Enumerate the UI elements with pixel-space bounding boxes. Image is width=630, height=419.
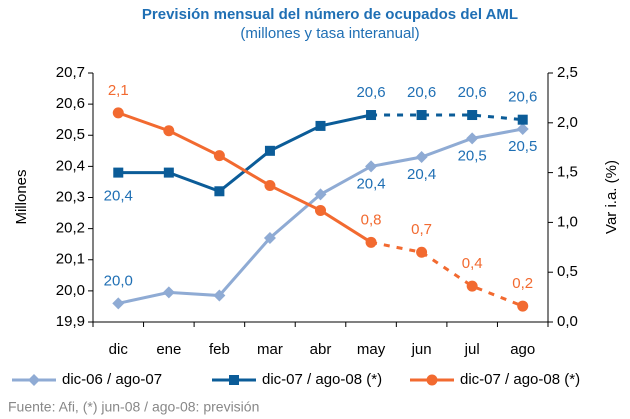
data-point xyxy=(163,125,175,137)
x-tick-label: jul xyxy=(464,341,480,358)
x-tick-label: mar xyxy=(257,341,283,358)
y2-tick-label: 0,5 xyxy=(557,263,578,280)
data-point xyxy=(415,151,428,164)
data-point xyxy=(416,110,427,121)
legend-label: dic-07 / ago-08 (*) xyxy=(460,371,580,388)
y-tick-label: 20,1 xyxy=(56,251,85,268)
y-tick-label: 20,2 xyxy=(56,220,85,237)
data-label: 20,5 xyxy=(458,147,487,164)
legend-label: dic-07 / ago-08 (*) xyxy=(262,371,382,388)
data-label: 20,6 xyxy=(458,84,487,101)
data-point xyxy=(365,160,378,173)
y-tick-label: 20,3 xyxy=(56,188,85,205)
legend-marker xyxy=(229,375,239,385)
x-tick-label: feb xyxy=(209,341,230,358)
data-label: 20,4 xyxy=(356,175,385,192)
data-point xyxy=(264,145,275,156)
data-label: 0,8 xyxy=(361,211,382,228)
data-point xyxy=(466,280,478,292)
series-line xyxy=(371,113,523,122)
data-point xyxy=(163,167,174,178)
legend-label: dic-06 / ago-07 xyxy=(62,371,162,388)
data-label: 20,6 xyxy=(508,89,537,106)
legend-marker xyxy=(28,374,40,386)
y2-tick-label: 0,0 xyxy=(557,313,578,330)
y2-tick-label: 2,5 xyxy=(557,64,578,81)
data-point xyxy=(315,120,326,131)
data-label: 0,2 xyxy=(512,275,533,292)
data-label: 0,7 xyxy=(411,221,432,238)
data-point xyxy=(113,167,124,178)
y2-tick-label: 2,0 xyxy=(557,114,578,131)
data-label: 20,4 xyxy=(104,188,133,205)
y-tick-label: 20,6 xyxy=(56,95,85,112)
y-tick-label: 19,9 xyxy=(56,313,85,330)
legend-marker xyxy=(426,374,438,386)
chart-title: Previsión mensual del número de ocupados… xyxy=(142,6,518,23)
y-axis-label: Millones xyxy=(13,169,30,224)
chart-subtitle: (millones y tasa interanual) xyxy=(240,25,419,42)
data-point xyxy=(366,110,377,121)
y-tick-label: 20,7 xyxy=(56,64,85,81)
data-point xyxy=(162,286,175,299)
x-tick-label: abr xyxy=(310,341,332,358)
data-label: 2,1 xyxy=(108,82,129,99)
data-point xyxy=(467,110,478,121)
y-tick-label: 20,5 xyxy=(56,126,85,143)
data-point xyxy=(315,204,326,216)
data-label: 0,4 xyxy=(462,255,483,272)
x-tick-label: dic xyxy=(109,341,129,358)
data-label: 20,6 xyxy=(407,84,436,101)
data-point xyxy=(517,114,528,125)
y2-axis-label: Var i.a. (%) xyxy=(603,160,620,234)
data-point xyxy=(314,188,327,201)
x-tick-label: jun xyxy=(411,341,432,358)
data-point xyxy=(213,289,226,302)
x-tick-label: may xyxy=(357,341,386,358)
data-label: 20,0 xyxy=(104,272,133,289)
data-point xyxy=(416,246,428,258)
x-tick-label: ene xyxy=(156,341,181,358)
data-point xyxy=(263,231,276,244)
series-line xyxy=(370,240,524,308)
data-label: 20,5 xyxy=(508,138,537,155)
y-tick-label: 20,4 xyxy=(56,157,85,174)
data-point xyxy=(112,107,124,119)
y2-tick-label: 1,0 xyxy=(557,213,578,230)
data-point xyxy=(213,150,225,162)
data-point xyxy=(112,297,125,310)
data-point xyxy=(365,236,377,248)
x-tick-label: ago xyxy=(510,341,535,358)
data-label: 20,4 xyxy=(407,166,436,183)
series-line xyxy=(117,111,372,244)
data-point xyxy=(466,132,479,145)
y2-tick-label: 1,5 xyxy=(557,164,578,181)
data-point xyxy=(264,180,276,192)
data-point xyxy=(214,186,225,197)
y-tick-label: 20,0 xyxy=(56,282,85,299)
source-note: Fuente: Afi, (*) jun-08 / ago-08: previs… xyxy=(8,399,259,415)
data-label: 20,6 xyxy=(356,84,385,101)
data-point xyxy=(517,300,529,312)
data-point xyxy=(516,123,529,136)
